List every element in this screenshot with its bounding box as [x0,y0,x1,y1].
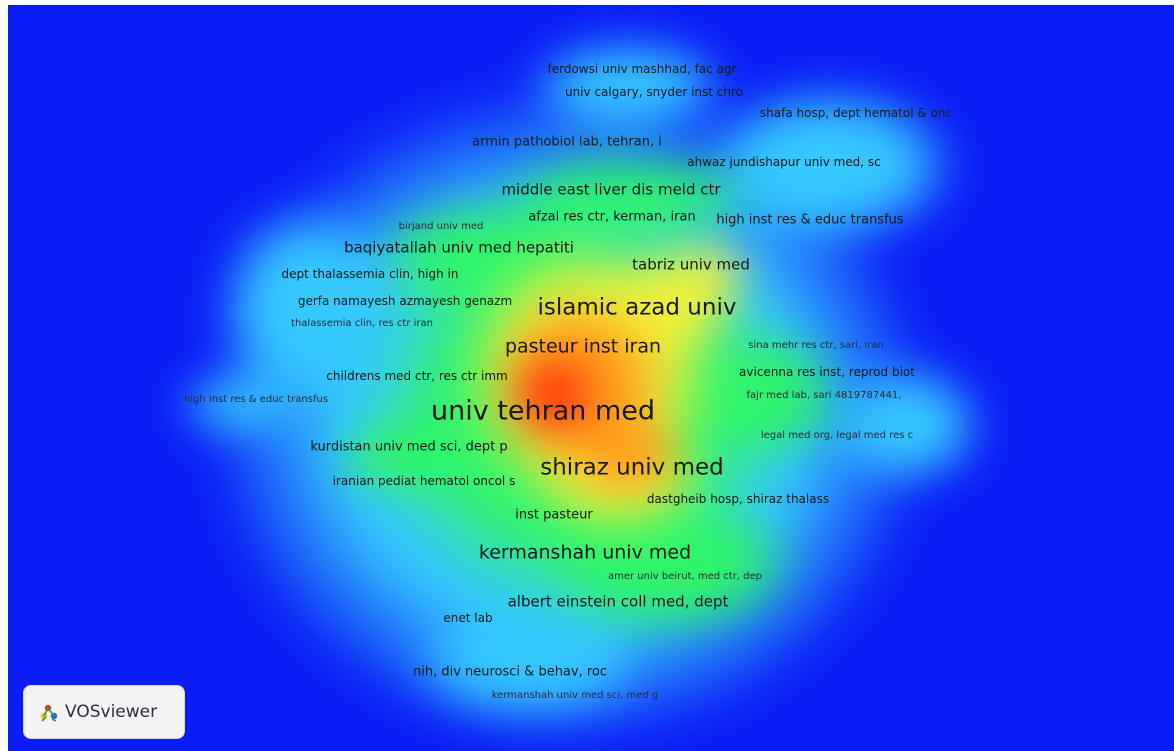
item-label-kermanshah-univ-med[interactable]: kermanshah univ med [478,541,692,564]
density-blob [833,365,983,485]
item-label-gerfa-namayesh[interactable]: gerfa namayesh azmayesh genazm [297,294,513,308]
item-label-dastgheib-hosp[interactable]: dastgheib hosp, shiraz thalass [646,492,830,506]
item-label-shiraz-univ-med[interactable]: shiraz univ med [540,454,724,481]
item-label-univ-tehran-med[interactable]: univ tehran med [431,395,655,427]
item-label-legal-med-org[interactable]: legal med org, legal med res c [760,430,914,441]
item-label-nih-div-neurosci[interactable]: nih, div neurosci & behav, roc [412,664,608,680]
item-label-ahwaz-jundishapur[interactable]: ahwaz jundishapur univ med, sc [687,155,881,169]
density-blob [513,355,593,435]
density-blob [698,85,958,245]
item-label-baqiyatallah[interactable]: baqiyatallah univ med hepatiti [344,238,574,257]
density-blob [408,610,648,720]
item-label-inst-pasteur[interactable]: inst pasteur [515,507,593,523]
item-label-fajr-med-lab[interactable]: fajr med lab, sari 4819787441, [746,390,902,401]
vosviewer-logo-badge[interactable]: VOSviewer [23,685,185,739]
density-heatmap [8,5,1174,751]
item-labels-layer: univ tehran med shiraz univ med islamic … [8,5,1174,751]
item-label-afzal-res-ctr[interactable]: afzal res ctr, kerman, iran [528,209,696,225]
item-label-sina-mehr[interactable]: sina mehr res ctr, sari, iran [748,340,884,351]
item-label-islamic-azad-univ[interactable]: islamic azad univ [537,294,737,321]
item-label-middle-east-liver[interactable]: middle east liver dis meld ctr [501,180,721,199]
density-blob [218,205,398,405]
density-blob [668,240,748,310]
item-label-avicenna-res-inst[interactable]: avicenna res inst, reprod biot [739,365,915,379]
item-label-pasteur-inst-iran[interactable]: pasteur inst iran [504,335,662,358]
item-label-kurdistan[interactable]: kurdistan univ med sci, dept p [310,439,508,455]
item-label-tabriz-univ-med[interactable]: tabriz univ med [632,255,750,274]
item-label-albert-einstein[interactable]: albert einstein coll med, dept [507,592,729,611]
item-label-birjand-univ[interactable]: birjand univ med [398,221,484,232]
density-blob [573,415,683,495]
density-map-canvas[interactable]: univ tehran med shiraz univ med islamic … [8,5,1174,751]
item-label-amer-univ-beirut[interactable]: amer univ beirut, med ctr, dep [607,571,763,582]
item-label-ferdowsi-univ[interactable]: ferdowsi univ mashhad, fac agr [547,62,737,76]
item-label-armin-pathobiol[interactable]: armin pathobiol lab, tehran, i [472,134,662,150]
density-blob [528,40,728,130]
item-label-iranian-pediat[interactable]: iranian pediat hematol oncol s [332,474,516,488]
vosviewer-logo-icon [40,704,58,722]
item-label-dept-thalassemia[interactable]: dept thalassemia clin, high in [281,267,459,281]
item-label-kermanshah-univ-med-sci[interactable]: kermanshah univ med sci, med g [491,690,659,701]
item-label-shafa-hosp[interactable]: shafa hosp, dept hematol & onc [759,106,953,120]
density-blob [698,330,838,460]
item-label-childrens-med-ctr[interactable]: childrens med ctr, res ctr imm [326,369,508,383]
item-label-thalassemia-clin[interactable]: thalassemia clin, res ctr iran [291,318,433,329]
item-label-high-inst-res-left[interactable]: high inst res & educ transfus [183,394,329,405]
item-label-univ-calgary[interactable]: univ calgary, snyder inst chro [564,85,744,99]
item-label-enet-lab[interactable]: enet lab [443,611,493,625]
item-label-high-inst-res-top[interactable]: high inst res & educ transfus [716,212,904,228]
density-blob [498,155,758,235]
vosviewer-logo-text: VOSviewer [65,702,158,722]
density-blob [178,375,298,435]
